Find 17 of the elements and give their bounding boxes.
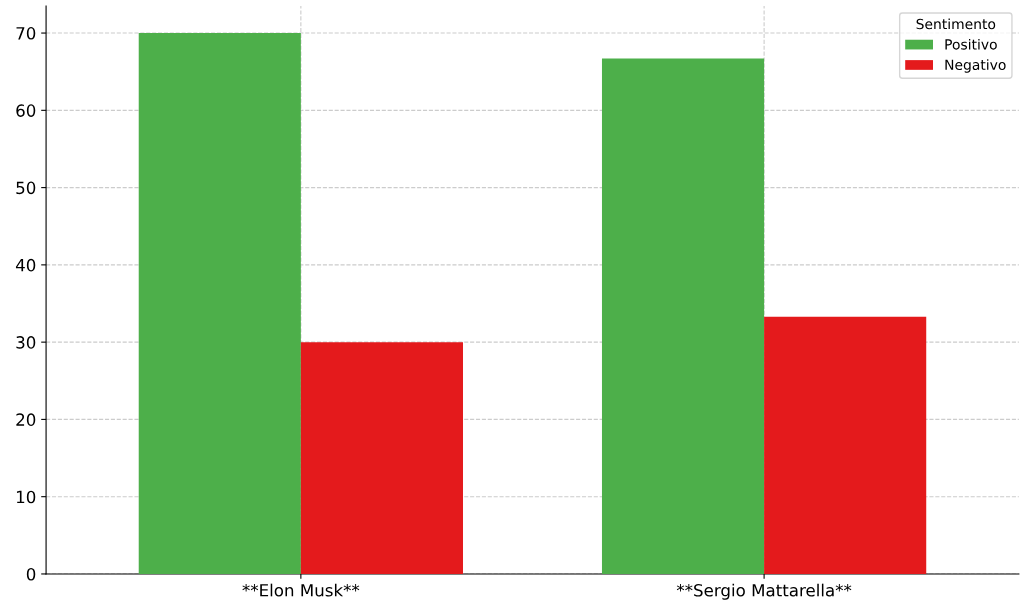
y-tick-label: 20 [16, 413, 36, 426]
x-tick-label: **Elon Musk** [242, 583, 360, 597]
y-tick-label: 10 [16, 490, 36, 504]
bar [764, 316, 927, 574]
y-tick-label: 70 [16, 27, 36, 40]
x-tick-label: **Sergio Mattarella** [676, 583, 852, 600]
y-tick-label: 40 [15, 258, 36, 272]
legend-label: Negativo [945, 59, 1006, 73]
y-tick-label: 30 [16, 336, 36, 349]
legend-title: Sentimento [916, 18, 996, 30]
bar [601, 58, 765, 574]
y-tick-label: 60 [16, 104, 36, 117]
legend-label: Positivo [945, 38, 997, 50]
bar [300, 342, 463, 574]
y-tick-label: 50 [16, 181, 36, 195]
y-tick-label: 0 [26, 567, 36, 581]
bar [138, 33, 301, 574]
